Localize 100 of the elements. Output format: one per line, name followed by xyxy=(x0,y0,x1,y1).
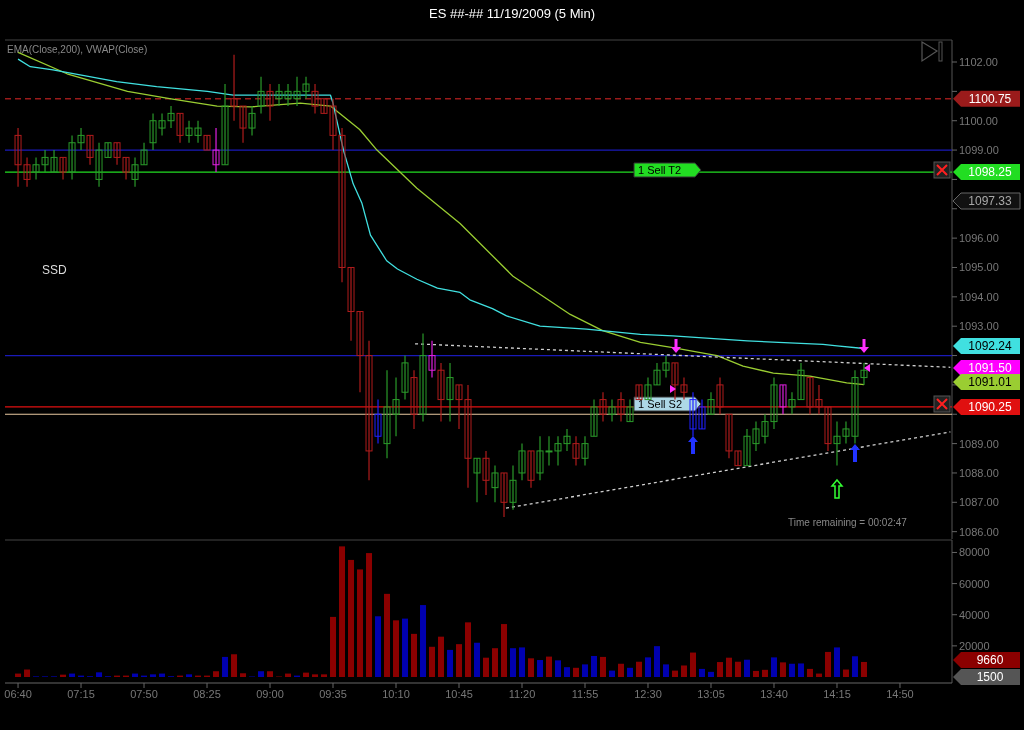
candlestick xyxy=(212,127,220,173)
candlestick xyxy=(401,354,409,401)
bar xyxy=(555,660,562,677)
x-tick-label: 09:00 xyxy=(256,688,284,700)
text: 9660 xyxy=(976,653,1004,667)
bar xyxy=(429,646,436,677)
candlestick xyxy=(176,112,184,144)
candlestick xyxy=(617,391,625,423)
candlestick xyxy=(527,450,535,489)
bar xyxy=(411,633,418,677)
candlestick xyxy=(716,376,724,415)
candlestick xyxy=(248,105,256,136)
candlestick xyxy=(572,435,580,467)
bar xyxy=(744,659,750,677)
bar xyxy=(636,661,642,677)
x-tick-label: 10:45 xyxy=(445,688,473,700)
candlestick xyxy=(779,384,787,415)
bar xyxy=(653,646,660,677)
candlestick xyxy=(257,76,265,114)
x-tick-label: 11:55 xyxy=(571,688,599,700)
x-tick-label: 07:50 xyxy=(130,688,158,700)
bar xyxy=(645,657,651,677)
bar xyxy=(725,657,732,677)
y-tick-label: 1087.00 xyxy=(959,496,999,509)
bar xyxy=(564,667,570,677)
bar xyxy=(393,620,400,677)
bar xyxy=(267,671,274,677)
annotation: 1 Sell T2 xyxy=(638,164,682,176)
bar xyxy=(860,661,867,677)
bar xyxy=(510,648,516,677)
bar xyxy=(573,667,579,677)
bar xyxy=(348,559,355,677)
annotation: 1 Sell S2 xyxy=(638,398,683,410)
bar xyxy=(402,618,409,677)
bar xyxy=(483,657,490,677)
bar xyxy=(492,648,498,677)
bar xyxy=(707,671,714,677)
bar xyxy=(582,664,588,677)
candlestick xyxy=(518,443,526,481)
y-tick-label: 1094.00 xyxy=(959,290,999,303)
candlestick xyxy=(707,391,715,415)
bar xyxy=(186,674,193,677)
x-tick-label: 09:35 xyxy=(319,688,347,700)
y-tick-label: 1102.00 xyxy=(959,56,998,69)
chart-subtitle: EMA(Close,200), VWAP(Close) xyxy=(7,44,148,55)
candlestick xyxy=(266,83,274,122)
x-tick-label: 14:15 xyxy=(823,688,851,700)
x-tick-label: 11:20 xyxy=(508,688,536,700)
bar xyxy=(366,553,373,677)
bar xyxy=(591,655,597,677)
bar xyxy=(609,670,615,677)
bar xyxy=(240,673,247,677)
y-tick-label: 1095.00 xyxy=(959,261,999,274)
bar xyxy=(626,667,633,677)
candlestick xyxy=(590,398,598,437)
x-tick-label: 13:05 xyxy=(697,688,725,700)
bar xyxy=(150,674,157,677)
y-tick-label: 1088.00 xyxy=(959,466,999,479)
annotation: SSD xyxy=(42,263,68,277)
text: 1500 xyxy=(976,670,1004,684)
bar xyxy=(501,624,508,677)
ref-line-label: 1090.25 xyxy=(968,399,1013,414)
y-tick-label: 40000 xyxy=(959,608,990,621)
bar xyxy=(465,622,471,677)
bar xyxy=(797,663,804,677)
y-tick-label: 60000 xyxy=(959,577,990,590)
candlestick xyxy=(86,134,94,166)
bar xyxy=(339,546,346,677)
text: 1092.24 xyxy=(968,339,1013,353)
bar xyxy=(546,656,552,677)
x-tick-label: 14:50 xyxy=(886,688,914,700)
candlestick xyxy=(473,457,481,503)
bar xyxy=(384,593,391,677)
bar xyxy=(519,647,525,677)
bar xyxy=(537,660,543,677)
bar xyxy=(851,656,858,677)
candlestick xyxy=(626,398,634,423)
text: 1097.33 xyxy=(968,194,1013,208)
y-tick-label: 1086.00 xyxy=(959,525,999,538)
y-tick-label: 1099.00 xyxy=(959,144,999,157)
bar xyxy=(330,616,337,677)
bar xyxy=(258,671,265,677)
bar xyxy=(474,642,481,677)
bar xyxy=(842,669,849,677)
x-tick-label: 13:40 xyxy=(760,688,788,700)
ref-line-label: 1100.75 xyxy=(968,91,1012,106)
bar xyxy=(447,649,454,677)
bar xyxy=(824,651,831,677)
y-tick-label: 1096.00 xyxy=(959,232,999,245)
text: 1091.50 xyxy=(968,361,1013,375)
bar xyxy=(96,672,103,677)
candlestick xyxy=(59,156,67,181)
bar xyxy=(303,672,310,677)
candlestick xyxy=(509,465,517,511)
y-tick-label: 80000 xyxy=(959,546,990,559)
bar xyxy=(734,661,741,677)
candlestick xyxy=(500,472,508,518)
y-tick-label: 20000 xyxy=(959,639,990,652)
bar xyxy=(357,569,364,677)
candlestick xyxy=(410,369,418,430)
